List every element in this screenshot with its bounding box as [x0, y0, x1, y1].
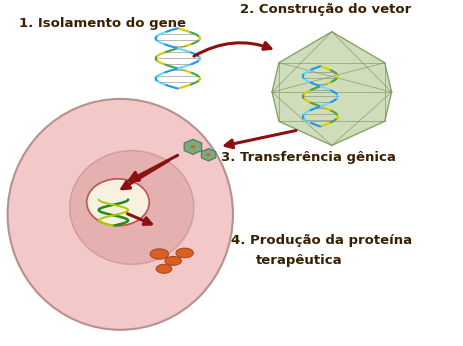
Circle shape — [190, 145, 195, 149]
Ellipse shape — [165, 256, 181, 265]
Polygon shape — [272, 32, 392, 145]
Polygon shape — [201, 148, 216, 161]
Polygon shape — [184, 139, 202, 154]
Ellipse shape — [69, 151, 194, 264]
Text: 3. Transferência gênica: 3. Transferência gênica — [221, 151, 396, 164]
Text: 4. Produção da proteína: 4. Produção da proteína — [231, 234, 412, 247]
Ellipse shape — [7, 99, 233, 330]
Text: 2. Construção do vetor: 2. Construção do vetor — [240, 3, 411, 16]
Text: 1. Isolamento do gene: 1. Isolamento do gene — [19, 17, 186, 30]
Text: terapêutica: terapêutica — [256, 254, 343, 267]
Ellipse shape — [156, 264, 172, 273]
Circle shape — [87, 179, 149, 226]
Circle shape — [206, 153, 211, 156]
Ellipse shape — [176, 248, 194, 258]
Ellipse shape — [150, 249, 169, 259]
